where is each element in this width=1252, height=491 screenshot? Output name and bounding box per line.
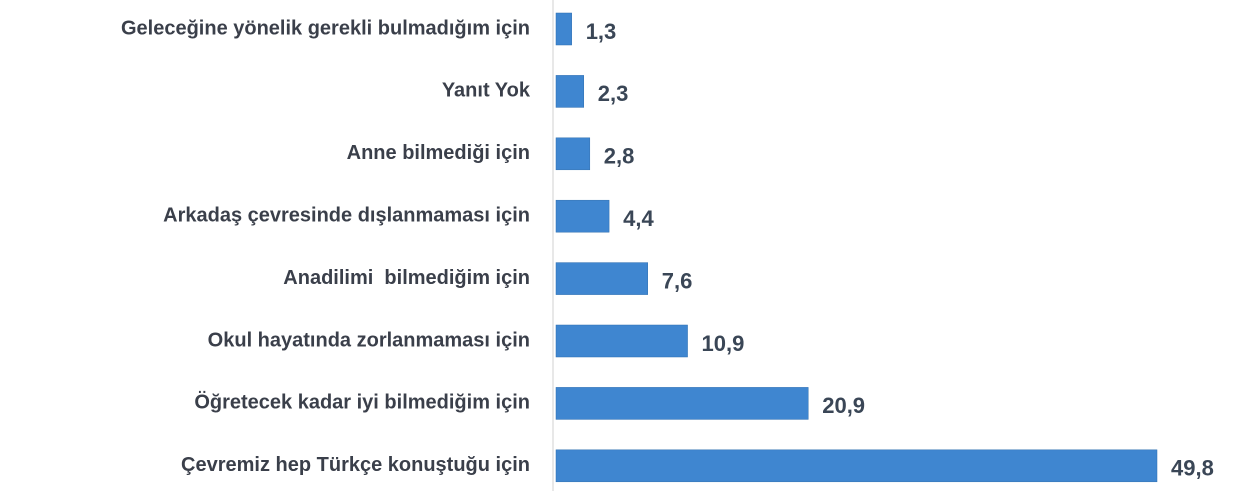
value-label: 49,8 xyxy=(1171,456,1214,481)
category-label: Anne bilmediği için xyxy=(347,142,530,164)
category-label: Öğretecek kadar iyi bilmediğim için xyxy=(194,391,530,414)
value-label: 1,3 xyxy=(586,19,617,44)
category-label: Okul hayatında zorlanmaması için xyxy=(208,329,530,351)
value-label: 20,9 xyxy=(822,393,865,418)
bar xyxy=(555,137,591,171)
category-label: Anadilimi bilmediğim için xyxy=(283,267,530,289)
bar xyxy=(555,387,809,420)
category-label: Çevremiz hep Türkçe konuştuğu için xyxy=(181,454,530,476)
category-label: Yanıt Yok xyxy=(442,80,531,102)
value-label: 7,6 xyxy=(662,268,693,293)
category-label: Arkadaş çevresinde dışlanmaması için xyxy=(163,204,530,226)
bar xyxy=(555,324,688,358)
bar xyxy=(555,199,610,233)
bar xyxy=(555,449,1158,483)
category-label: Geleceğine yönelik gerekli bulmadığım iç… xyxy=(121,17,530,39)
bar xyxy=(555,75,585,108)
value-label: 2,8 xyxy=(604,144,635,169)
bar xyxy=(555,262,648,295)
value-label: 10,9 xyxy=(702,331,745,356)
bar xyxy=(555,12,572,46)
value-label: 4,4 xyxy=(623,206,654,231)
value-label: 2,3 xyxy=(598,81,629,106)
